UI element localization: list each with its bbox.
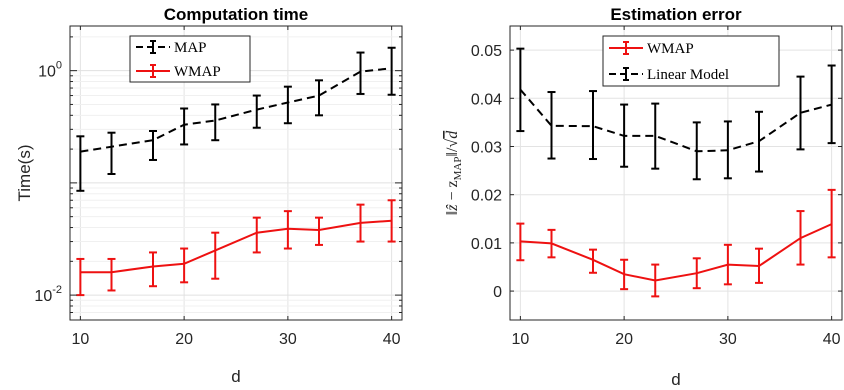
legend-item-wmap: WMAP [609,41,694,57]
legend-item-linear-model: Linear Model [609,67,729,83]
chart-title: Computation time [164,5,309,24]
x-tick-label: 30 [279,331,297,348]
chart-title: Estimation error [610,5,742,24]
x-axis-label: d [671,370,680,389]
x-tick-label: 40 [383,331,401,348]
y-axis-label: Time(s) [15,145,34,202]
x-tick-label: 30 [719,331,737,348]
y-tick-label: 0 [493,284,502,301]
series-line [80,67,392,153]
y-tick-label: 0.03 [471,139,502,156]
legend-label: WMAP [647,41,694,57]
legend-label: WMAP [174,64,221,80]
x-axis-label: d [231,367,240,386]
x-tick-label: 40 [823,331,841,348]
x-tick-label: 20 [615,331,633,348]
x-tick-label: 10 [71,331,89,348]
computation-time-panel: 10 20 30 40 10-2 100 Computation time d Time(… [15,5,403,386]
series-layer [516,47,836,298]
x-tick-label: 20 [175,331,193,348]
x-tick-label: 10 [511,331,529,348]
plot-frame [69,25,403,321]
y-tick-label: 0.01 [471,236,502,253]
legend-item-wmap: WMAP [136,64,221,80]
y-tick-label: 10-2 [34,284,62,305]
y-tick-label: 0.02 [471,188,502,205]
axis-ticks: 10 20 30 40 10-2 100 [34,26,402,348]
legend: MAP WMAP [129,35,251,83]
legend-box [129,35,251,83]
y-tick-label: 100 [38,60,62,81]
series-line [80,219,392,274]
y-tick-label: 0.04 [471,91,502,108]
series-layer [76,46,396,297]
series-line [519,88,832,153]
estimation-error-panel: 10 20 30 40 0 0.01 0.02 0.03 0.04 0.05 Estimation… [444,5,843,389]
plot-frame [509,25,843,321]
legend-label: MAP [174,40,207,56]
axis-ticks: 10 20 30 40 0 0.01 0.02 0.03 0.04 0.05 [471,26,842,348]
legend-label: Linear Model [647,67,729,83]
series-line [520,223,833,282]
y-axis-label: ‖ẑ − zMAP‖/√d [444,130,464,215]
y-tick-label: 0.05 [471,43,502,60]
legend-box [602,35,780,87]
legend-item-map: MAP [136,40,207,56]
legend: WMAP Linear Model [602,35,780,87]
